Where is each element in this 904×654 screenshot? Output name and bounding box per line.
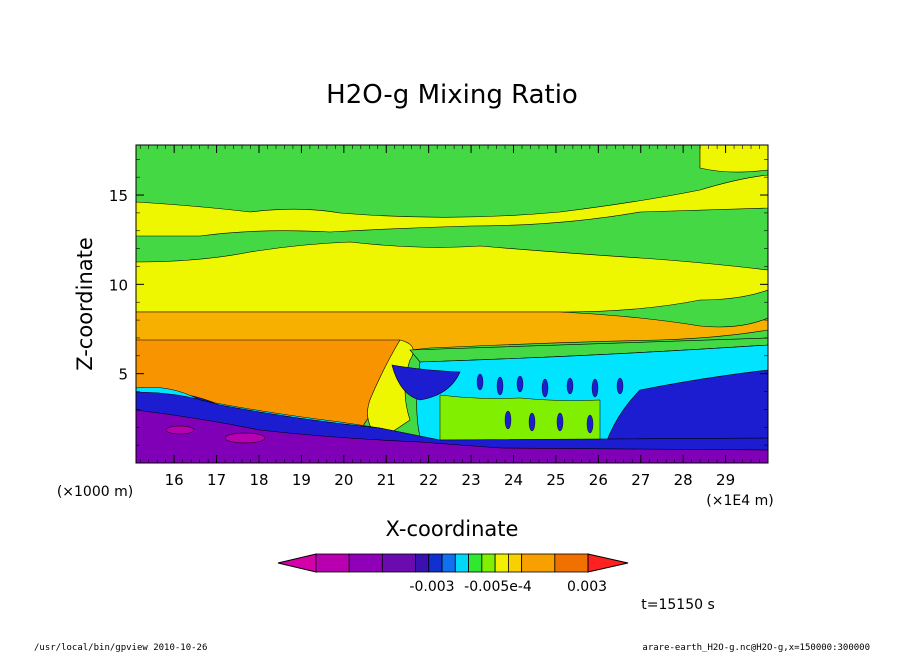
colorbar xyxy=(277,553,629,573)
x-tick-label: 16 xyxy=(165,471,184,489)
colorbar-label-1: -0.003 xyxy=(409,579,454,595)
band-yellow-topright xyxy=(699,145,768,173)
colorbar-cell xyxy=(315,553,350,573)
colorbar-cell xyxy=(441,553,456,573)
colorbar-cell xyxy=(507,553,523,573)
y-tick-label: 15 xyxy=(109,187,128,205)
x-tick-label: 26 xyxy=(589,471,608,489)
band-magenta-spot xyxy=(224,432,266,444)
y-axis-title: Z-coordinate xyxy=(73,237,97,371)
x-tick-label: 19 xyxy=(292,471,311,489)
colorbar-right-arrow xyxy=(587,553,629,573)
x-axis: 16 17 18 19 20 21 22 23 24 25 26 27 28 29 xyxy=(139,145,769,489)
time-label: t=15150 s xyxy=(641,597,715,613)
colorbar-cell xyxy=(381,553,416,573)
plot-frame xyxy=(135,144,769,464)
colorbar-cell xyxy=(481,553,496,573)
colorbar-cell xyxy=(521,553,556,573)
colorbar-cell xyxy=(348,553,383,573)
band-yellow-main xyxy=(136,241,768,313)
band-magenta-spot-2 xyxy=(165,425,195,435)
x-tick-label: 21 xyxy=(377,471,396,489)
band-blue-patch xyxy=(391,364,461,401)
x-tick-label: 24 xyxy=(504,471,523,489)
x-tick-label: 27 xyxy=(631,471,650,489)
contour-plot-area xyxy=(136,145,768,463)
colorbar-labels: -0.003 -0.005e-4 0.003 xyxy=(409,579,607,595)
colorbar-cell xyxy=(468,553,483,573)
x-tick-label: 28 xyxy=(674,471,693,489)
x-tick-label: 17 xyxy=(207,471,226,489)
chart-title: H2O-g Mixing Ratio xyxy=(326,80,578,110)
band-cyan-thin xyxy=(136,386,381,429)
band-yellow-upper xyxy=(136,174,768,237)
y-tick-label: 5 xyxy=(118,366,128,384)
x-unit-left: (×1000 m) xyxy=(57,484,133,500)
footer-left: /usr/local/bin/gpview 2010-10-26 xyxy=(34,643,207,653)
colorbar-cell xyxy=(554,553,589,573)
colorbar-label-2: -0.005e-4 xyxy=(464,579,532,595)
colorbar-label-3: 0.003 xyxy=(567,579,607,595)
blue-speckles xyxy=(476,373,624,434)
band-purple-bottom xyxy=(136,409,768,463)
colorbar-left-arrow xyxy=(277,553,317,573)
footer-right: arare-earth_H2O-g.nc@H2O-g,x=150000:3000… xyxy=(642,643,870,653)
colorbar-cell xyxy=(494,553,509,573)
x-axis-title: X-coordinate xyxy=(386,517,519,541)
colorbar-cell xyxy=(428,553,443,573)
x-tick-label: 20 xyxy=(334,471,353,489)
x-tick-label: 23 xyxy=(462,471,481,489)
x-tick-label: 18 xyxy=(249,471,268,489)
x-tick-label: 25 xyxy=(546,471,565,489)
x-tick-label: 29 xyxy=(716,471,735,489)
x-tick-label: 22 xyxy=(419,471,438,489)
colorbar-cell xyxy=(415,553,430,573)
y-tick-label: 10 xyxy=(109,276,128,294)
colorbar-cell xyxy=(454,553,469,573)
y-axis: 5 10 15 xyxy=(109,158,768,446)
band-green-mix xyxy=(439,394,601,441)
x-unit-right: (×1E4 m) xyxy=(706,493,773,509)
